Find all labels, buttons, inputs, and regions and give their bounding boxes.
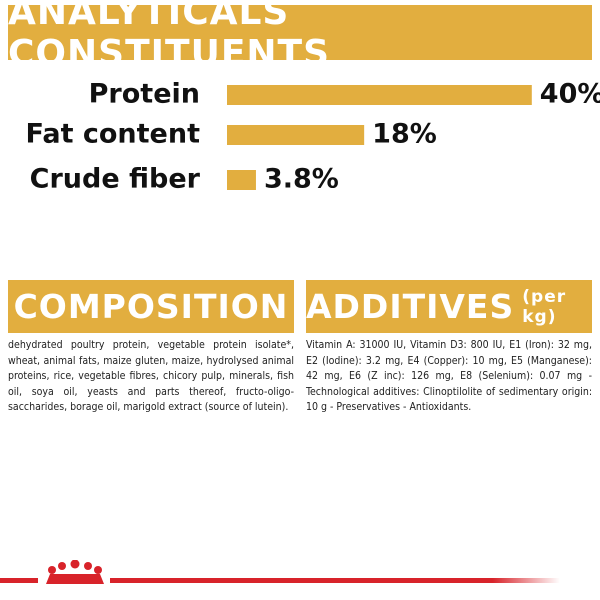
additives-title: ADDITIVES — [306, 287, 515, 326]
title-banner: ANALYTICALS CONSTITUENTS — [8, 0, 592, 74]
composition-banner: COMPOSITION — [8, 280, 294, 333]
bar — [227, 170, 256, 190]
composition-title: COMPOSITION — [13, 287, 289, 326]
bar — [227, 125, 365, 145]
chart-title: ANALYTICALS CONSTITUENTS — [8, 0, 331, 74]
footer-logo — [0, 560, 560, 584]
category-label: Protein — [89, 79, 200, 110]
category-label: Crude fiber — [30, 164, 201, 195]
bar — [227, 85, 532, 105]
value-label: 40% — [540, 79, 600, 110]
additives-banner: ADDITIVES (per kg) — [306, 280, 592, 333]
footer-line — [110, 578, 560, 583]
composition-text: dehydrated poultry protein, vegetable pr… — [8, 339, 294, 413]
category-label: Fat content — [25, 119, 200, 150]
footer-line — [0, 578, 38, 583]
value-label: 3.8% — [264, 164, 339, 195]
additives-text: Vitamin A: 31000 IU, Vitamin D3: 800 IU,… — [306, 339, 592, 413]
chart: Protein 40% Fat content 18% Crude fiber 3.8% — [25, 79, 600, 195]
value-label: 18% — [372, 119, 437, 150]
additives-unit: (per kg) — [522, 286, 567, 327]
crown — [46, 560, 104, 584]
